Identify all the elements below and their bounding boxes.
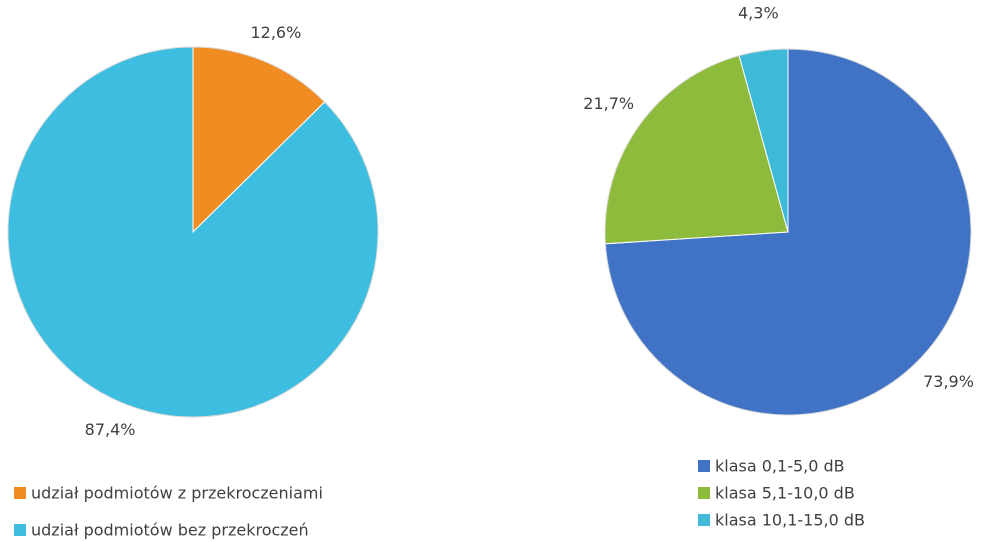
value-label: 73,9% <box>923 372 974 391</box>
legend-label: klasa 5,1-10,0 dB <box>715 484 855 503</box>
value-label: 87,4% <box>85 420 136 439</box>
value-label: 21,7% <box>583 94 634 113</box>
legend-label: udział podmiotów bez przekroczeń <box>31 521 309 540</box>
pie-outline <box>7 46 379 418</box>
legend-label: udział podmiotów z przekroczeniami <box>31 484 323 503</box>
pie-slice <box>738 48 789 233</box>
legend-label: klasa 10,1-15,0 dB <box>715 511 865 530</box>
pie-slice <box>604 55 789 245</box>
value-label: 4,3% <box>738 4 779 23</box>
legend-swatch <box>698 460 710 472</box>
pie-slice <box>192 46 326 234</box>
value-label: 12,6% <box>250 23 301 42</box>
legend-swatch <box>14 524 26 536</box>
legend-label: klasa 0,1-5,0 dB <box>715 457 845 476</box>
legend-swatch <box>698 514 710 526</box>
legend-swatch <box>698 487 710 499</box>
pie-outline <box>604 48 972 416</box>
legend-swatch <box>14 487 26 499</box>
pie-slice <box>7 46 379 418</box>
